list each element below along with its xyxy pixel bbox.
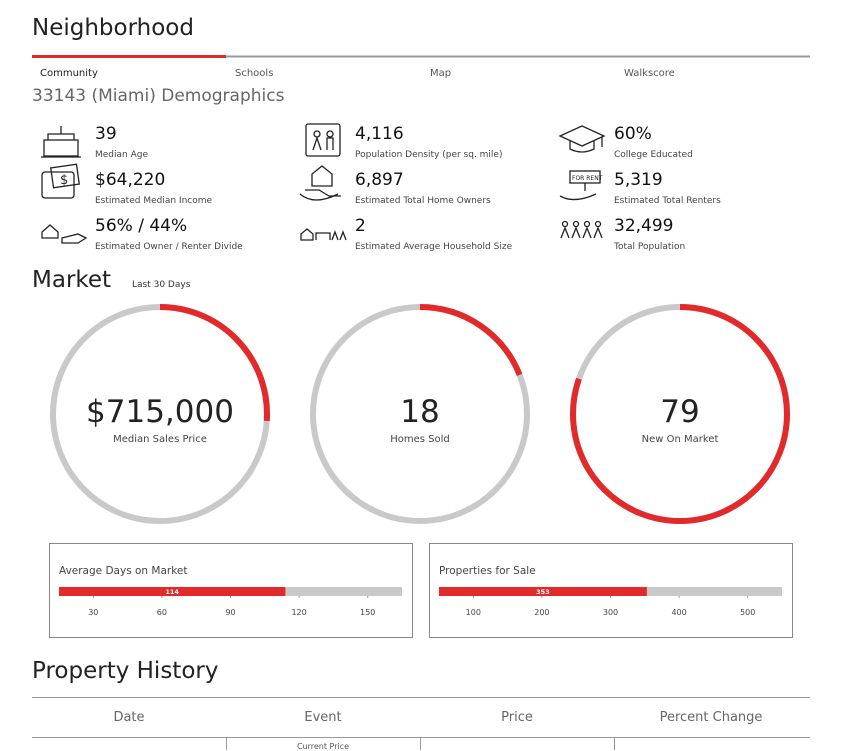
tick-label: 400 [671, 608, 686, 617]
history-title: Property History [32, 658, 219, 684]
stat-value: 56% / 44% [95, 216, 188, 236]
ring-label: Homes Sold [390, 434, 450, 445]
column-header: Percent Change [659, 710, 763, 725]
stat-value: 60% [614, 124, 652, 144]
tick-label: 500 [740, 608, 755, 617]
tab[interactable]: Schools [235, 68, 274, 79]
stat-value: 39 [95, 124, 117, 144]
tick-label: 150 [360, 608, 375, 617]
period: Last 30 Days [132, 280, 191, 290]
tick-label: 200 [534, 608, 549, 617]
market-title: Market [32, 267, 112, 293]
ring-label: New On Market [641, 434, 719, 445]
stat-label: Total Population [614, 242, 686, 252]
gauge-value: 353 [536, 588, 550, 596]
gauge-value: 114 [165, 588, 179, 596]
stat-label: Estimated Total Home Owners [355, 196, 491, 206]
ring-value: 18 [400, 394, 440, 430]
stat-value: 5,319 [614, 170, 663, 190]
stat-label: Estimated Owner / Renter Divide [95, 242, 243, 252]
tick-label: 90 [225, 608, 235, 617]
tick-label: 300 [603, 608, 618, 617]
gauge-bar [59, 587, 286, 596]
tab[interactable]: Walkscore [624, 68, 675, 79]
svg-text:$: $ [60, 173, 68, 188]
stat-label: Estimated Average Household Size [355, 242, 513, 252]
tick-label: 60 [157, 608, 167, 617]
stat-value: 4,116 [355, 124, 404, 144]
stat-label: College Educated [614, 150, 693, 160]
tick-label: 100 [466, 608, 481, 617]
stat-value: 2 [355, 216, 366, 236]
cell: Current Price [296, 742, 350, 751]
section-title: Neighborhood [32, 15, 194, 41]
stat-label: Estimated Total Renters [614, 196, 721, 206]
stat-label: Estimated Median Income [95, 196, 213, 206]
stat-value: $64,220 [95, 170, 166, 190]
tab[interactable]: Map [430, 68, 452, 79]
gauge-bar [439, 587, 647, 596]
stat-value: 32,499 [614, 216, 674, 236]
tick-label: 120 [291, 608, 306, 617]
gauge-title: Properties for Sale [439, 565, 536, 577]
tick-label: 30 [88, 608, 98, 617]
gauge-title: Average Days on Market [59, 565, 188, 577]
stat-label: Median Age [95, 150, 149, 160]
stat-value: 6,897 [355, 170, 404, 190]
column-header: Event [304, 710, 342, 725]
stat-label: Population Density (per sq. mile) [355, 150, 503, 160]
ring-value: 79 [660, 394, 700, 430]
demographics-title: 33143 (Miami) Demographics [32, 86, 285, 106]
column-header: Date [113, 710, 145, 725]
ring-value: $715,000 [86, 394, 234, 430]
ring-label: Median Sales Price [113, 434, 207, 445]
svg-text:FOR RENT: FOR RENT [572, 175, 603, 182]
tab[interactable]: Community [40, 68, 98, 79]
column-header: Price [501, 710, 533, 725]
